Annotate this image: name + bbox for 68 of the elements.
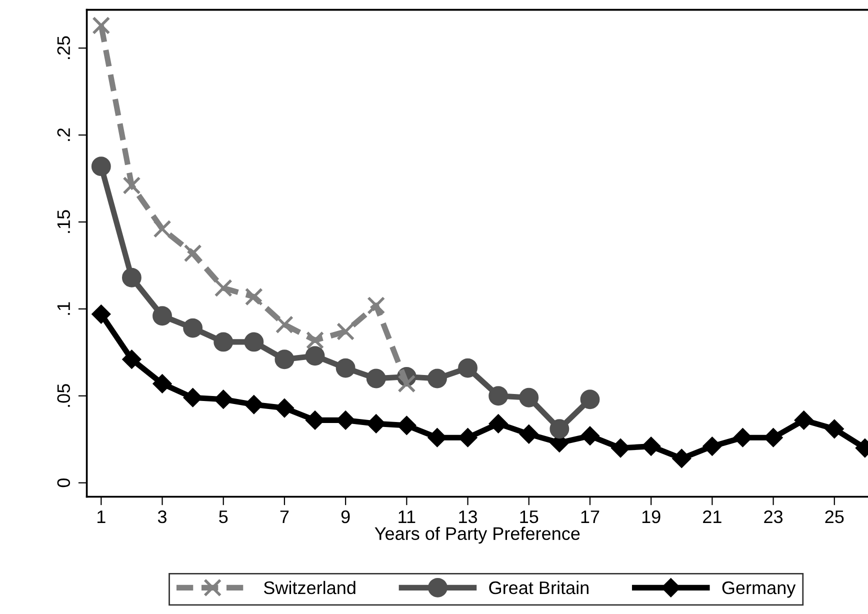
point [214, 332, 234, 352]
x-tick-label: 23 [764, 510, 783, 524]
x-tick-label: 7 [280, 510, 289, 524]
point [367, 296, 386, 314]
point [214, 390, 233, 409]
x-tick-label: 13 [459, 510, 478, 524]
x-tick-label: 9 [341, 510, 350, 524]
point [366, 368, 386, 388]
point [91, 156, 111, 176]
point [214, 279, 232, 298]
point [702, 436, 722, 456]
x-tick-label: 3 [158, 510, 166, 524]
point [305, 346, 325, 366]
y-tick-label: .05 [57, 384, 70, 407]
legend-label: Germany [722, 581, 796, 598]
point [274, 350, 294, 370]
point [122, 350, 142, 369]
point [428, 368, 447, 388]
point [122, 176, 141, 194]
point [794, 410, 814, 430]
point [519, 388, 539, 408]
x-tick-label: 15 [520, 510, 538, 524]
y-tick-label: .25 [57, 36, 70, 59]
x-axis-title: Years of Party Preference [374, 526, 580, 544]
x-tick-label: 17 [581, 510, 600, 524]
point [153, 220, 172, 238]
point [184, 244, 202, 262]
point [519, 424, 538, 444]
point [611, 438, 630, 458]
y-tick-label: .1 [57, 302, 70, 315]
point [672, 448, 692, 468]
x-tick-label: 19 [642, 510, 660, 524]
point [274, 398, 294, 418]
point [550, 419, 570, 439]
point [458, 358, 478, 378]
y-tick-label: 0 [57, 478, 70, 488]
x-tick-label: 5 [219, 510, 228, 524]
x-tick-label: 11 [398, 510, 416, 524]
point [488, 414, 508, 434]
point [306, 331, 324, 350]
point [152, 374, 172, 394]
point [244, 288, 263, 306]
legend-label: Great Britain [489, 580, 588, 594]
point [92, 304, 111, 324]
point [244, 332, 264, 352]
point [642, 436, 661, 456]
x-tick-label: 1 [98, 510, 106, 524]
legend-label: Switzerland [264, 580, 356, 594]
point [92, 16, 110, 35]
point [397, 416, 416, 435]
point [366, 414, 386, 434]
y-tick-label: .15 [57, 210, 70, 233]
point [580, 426, 600, 446]
point [244, 395, 264, 414]
point [183, 318, 203, 338]
x-tick-label: 25 [825, 510, 844, 524]
point [275, 316, 294, 334]
y-tick-label: .2 [57, 128, 70, 141]
point [183, 388, 202, 408]
point [122, 268, 142, 288]
x-tick-label: 21 [703, 510, 722, 524]
point [398, 374, 416, 393]
point [336, 322, 355, 341]
point [824, 419, 844, 438]
point [152, 306, 172, 326]
point [580, 390, 600, 410]
point [488, 386, 508, 406]
point [336, 358, 356, 378]
